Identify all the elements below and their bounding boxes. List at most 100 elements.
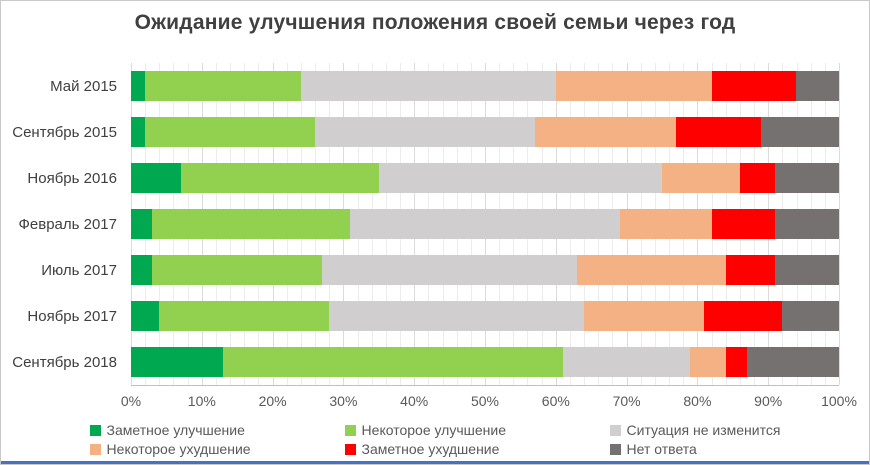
bar-segment [761,117,839,147]
gridline [839,63,840,385]
category-label: Февраль 2017 [18,215,117,233]
bar-segment [322,255,578,285]
legend-label: Некоторое улучшение [361,422,507,438]
bar-segment [131,347,224,377]
bar-segment [661,163,740,193]
bar-segment [775,209,839,239]
category-label: Июль 2017 [41,262,117,280]
x-tick-label: 30% [329,393,358,409]
bottom-accent-bar [1,461,869,464]
legend-item: Ситуация не изменится [609,422,781,438]
legend-item: Нет ответа [609,441,781,457]
category-label: Ноябрь 2017 [27,308,117,326]
bar-segment [131,71,146,101]
x-tick-label: 70% [612,393,641,409]
stacked-bar [131,117,839,147]
bar-segment [690,347,726,377]
bar-segment [775,255,839,285]
bar-segment [704,301,783,331]
bar-segment [739,163,776,193]
bar-segment [378,163,662,193]
legend-grid: Заметное улучшение Некоторое улучшение Сит… [89,422,781,457]
x-tick-label: 60% [541,393,570,409]
bar-segment [619,209,712,239]
bar-row [131,293,839,339]
bar-segment [534,117,677,147]
stacked-bar [131,71,839,101]
x-tick-label: 80% [683,393,712,409]
x-tick-label: 40% [400,393,429,409]
category-labels: Май 2015 Сентябрь 2015 Ноябрь 2016 Февраль … [1,63,123,386]
x-tick-label: 90% [754,393,783,409]
bar-row [131,155,839,201]
bar-segment [562,347,691,377]
bar-segment [152,209,351,239]
legend-label: Заметное улучшение [106,422,245,438]
bar-segment [676,117,762,147]
x-tick-label: 100% [821,393,857,409]
bar-segment [584,301,705,331]
bar-row [131,63,839,109]
bar-row [131,339,839,385]
legend-label: Нет ответа [626,441,697,457]
legend-swatch-icon [89,443,101,455]
legend-item: Некоторое ухудшение [89,441,305,457]
x-tick-label: 10% [187,393,216,409]
bar-segment [725,347,747,377]
bar-segment [775,163,839,193]
x-tick-label: 0% [120,393,142,409]
legend-item: Заметное улучшение [89,422,305,438]
legend: Заметное улучшение Некоторое улучшение Сит… [1,422,869,457]
bar-row [131,247,839,293]
stacked-bar [131,163,839,193]
legend-label: Некоторое ухудшение [106,441,251,457]
category-label: Сентябрь 2015 [12,123,117,141]
bar-segment [159,301,330,331]
bar-segment [350,209,620,239]
legend-swatch-icon [344,424,356,436]
plot-area [131,63,840,386]
x-tick-label: 20% [258,393,287,409]
bar-segment [145,117,316,147]
legend-swatch-icon [89,424,101,436]
category-label: Май 2015 [50,77,117,95]
category-label: Ноябрь 2016 [27,169,117,187]
bar-segment [131,301,160,331]
bar-segment [152,255,323,285]
bar-segment [131,163,181,193]
bar-segment [711,71,797,101]
x-tick-label: 50% [470,393,500,409]
legend-label: Заметное ухудшение [361,441,500,457]
bar-segment [577,255,726,285]
bar-segment [329,301,585,331]
legend-label: Ситуация не изменится [626,422,781,438]
bar-row [131,109,839,155]
bar-segment [223,347,563,377]
bar-segment [782,301,839,331]
bar-segment [300,71,556,101]
bar-segment [555,71,712,101]
bar-segment [796,71,839,101]
legend-swatch-icon [609,443,621,455]
bar-segment [131,255,153,285]
stacked-bar [131,255,839,285]
legend-item: Некоторое улучшение [344,422,570,438]
bar-segment [131,209,153,239]
legend-swatch-icon [344,443,356,455]
x-axis: 0% 10% 20% 30% 40% 50% 60% 70% 80% 90% 100% [121,393,857,411]
bar-segment [315,117,535,147]
bar-segment [725,255,776,285]
stacked-bar [131,347,839,377]
bar-segment [131,117,146,147]
stacked-bar [131,209,839,239]
bar-segment [746,347,839,377]
bar-row [131,201,839,247]
stacked-bar [131,301,839,331]
chart-title: Ожидание улучшения положения своей семьи… [134,11,736,34]
bar-segment [145,71,301,101]
bar-segment [711,209,776,239]
legend-swatch-icon [609,424,621,436]
bar-segment [180,163,379,193]
legend-item: Заметное ухудшение [344,441,570,457]
